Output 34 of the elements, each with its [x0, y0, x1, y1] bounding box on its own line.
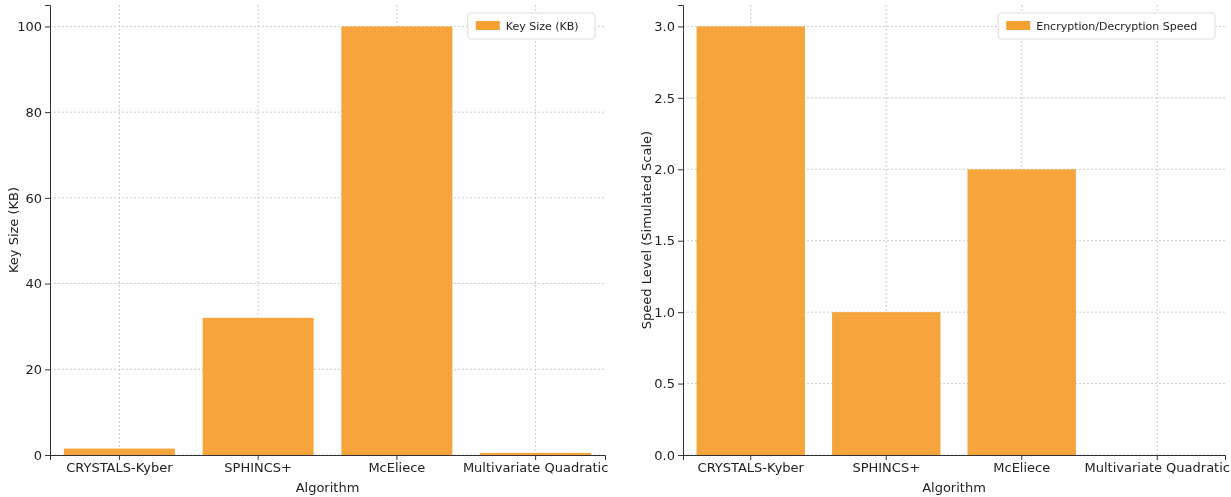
y-tick-label: 2.0 [654, 161, 675, 177]
legend-label: Encryption/Decryption Speed [1036, 20, 1198, 33]
y-tick-label: 1.0 [654, 304, 675, 320]
bar [696, 26, 805, 455]
y-tick-label: 0.0 [654, 447, 675, 463]
bar [341, 26, 453, 455]
legend-label: Key Size (KB) [505, 20, 579, 33]
y-tick-label: 1.5 [654, 233, 675, 249]
x-axis-title: Algorithm [922, 480, 986, 495]
y-tick-label: 60 [25, 190, 42, 206]
x-tick-label: CRYSTALS-Kyber [66, 460, 174, 476]
bar [967, 169, 1076, 455]
x-tick-label: McEliece [368, 460, 426, 476]
x-tick-label: SPHINCS+ [852, 460, 921, 476]
x-tick-label: Multivariate Quadratic [1084, 460, 1230, 476]
bar [480, 452, 592, 455]
y-tick-label: 2.5 [654, 90, 675, 106]
y-tick-label: 3.0 [654, 19, 675, 35]
x-tick-label: McEliece [993, 460, 1051, 476]
y-axis-title: Speed Level (Simulated Scale) [639, 130, 654, 330]
x-axis-title: Algorithm [295, 480, 360, 495]
y-tick-label: 0 [33, 447, 42, 463]
y-tick-label: 20 [25, 361, 42, 377]
y-tick-label: 0.5 [654, 376, 675, 392]
bar [202, 317, 314, 455]
x-tick-label: SPHINCS+ [224, 460, 292, 476]
y-axis-title: Key Size (KB) [6, 186, 21, 274]
bar [832, 312, 941, 455]
x-tick-label: Multivariate Quadratic [462, 460, 609, 476]
bar [63, 448, 175, 455]
y-tick-label: 40 [25, 276, 42, 292]
y-tick-label: 100 [17, 19, 42, 35]
y-tick-label: 80 [25, 104, 42, 120]
x-tick-label: CRYSTALS-Kyber [697, 460, 805, 476]
